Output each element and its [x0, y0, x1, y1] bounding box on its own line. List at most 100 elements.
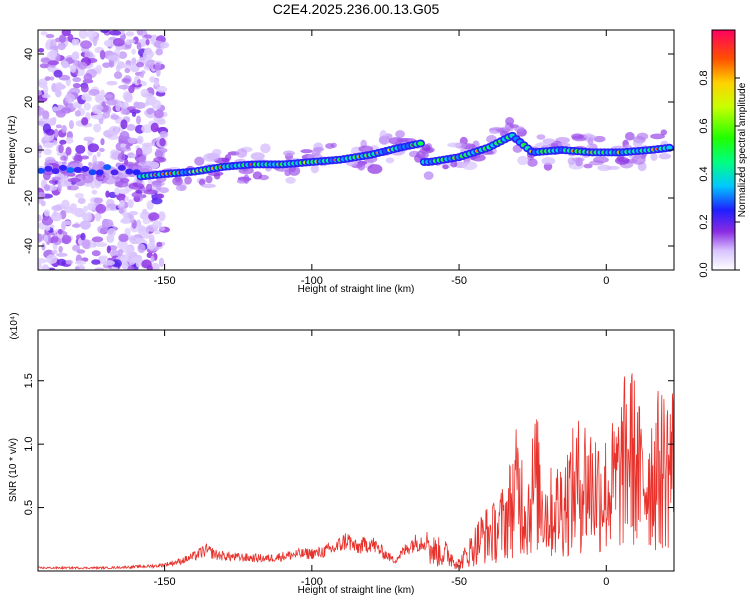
ridge-blob	[81, 165, 90, 172]
noise-blob	[149, 76, 156, 83]
noise-blob	[70, 210, 83, 215]
noise-blob	[103, 39, 112, 47]
noise-blob	[74, 192, 84, 199]
y-tick-label: -40	[23, 238, 35, 254]
halo-blob	[82, 173, 94, 184]
noise-blob	[98, 147, 105, 153]
x-tick-label: -100	[301, 576, 323, 588]
noise-blob	[49, 76, 55, 81]
noise-blob	[88, 88, 100, 96]
ridge-blob	[73, 166, 82, 173]
spectrogram-marks	[38, 30, 674, 270]
noise-blob	[142, 208, 148, 215]
noise-blob	[155, 48, 164, 56]
noise-blob	[122, 64, 132, 69]
noise-blob	[136, 115, 141, 125]
noise-blob	[77, 197, 86, 204]
halo-blob	[198, 178, 206, 186]
noise-blob	[106, 245, 111, 254]
noise-blob	[81, 93, 91, 101]
noise-blob	[136, 42, 142, 51]
noise-blob	[43, 148, 52, 156]
noise-blob	[61, 125, 67, 134]
halo-blob	[145, 183, 153, 192]
halo-blob	[624, 132, 635, 141]
noise-blob	[96, 151, 101, 158]
noise-blob	[41, 264, 50, 270]
halo-blob	[67, 177, 81, 183]
ridge-blob	[38, 167, 45, 174]
noise-blob	[91, 250, 101, 257]
noise-blob	[85, 30, 98, 39]
y-tick-label: 1.5	[23, 373, 35, 388]
noise-blob	[121, 217, 131, 224]
noise-blob	[40, 200, 46, 207]
noise-blob	[38, 258, 48, 264]
noise-blob	[146, 242, 156, 250]
noise-blob	[136, 135, 144, 145]
halo-blob	[462, 161, 478, 171]
noise-blob	[158, 211, 166, 222]
noise-blob	[131, 48, 136, 55]
noise-blob	[79, 220, 91, 230]
noise-blob	[71, 223, 81, 228]
halo-blob	[150, 182, 163, 187]
noise-blob	[126, 124, 136, 131]
noise-blob	[152, 220, 163, 229]
halo-blob	[117, 152, 126, 163]
noise-blob	[55, 124, 62, 129]
colorbar-gradient	[712, 30, 735, 270]
noise-blob	[80, 155, 90, 160]
noise-blob	[136, 61, 145, 68]
ridge-blob	[51, 168, 60, 175]
halo-blob	[194, 156, 205, 166]
noise-blob	[38, 233, 43, 243]
noise-blob	[115, 103, 121, 112]
halo-blob	[636, 132, 649, 141]
noise-blob	[43, 209, 51, 217]
noise-blob	[142, 218, 151, 225]
noise-blob	[92, 241, 97, 248]
noise-blob	[135, 257, 142, 268]
noise-blob	[52, 106, 59, 112]
noise-blob	[143, 34, 152, 39]
snr-x-ticks: -150 -100 -50 0	[154, 330, 609, 588]
halo-blob	[51, 176, 61, 181]
noise-blob	[90, 114, 103, 120]
noise-blob	[83, 102, 91, 111]
snr-frame	[37, 329, 675, 572]
noise-blob	[74, 260, 87, 266]
noise-blob	[41, 215, 54, 226]
halo-blob	[421, 144, 431, 152]
halo-blob	[395, 130, 405, 139]
noise-blob	[117, 248, 124, 255]
halo-blob	[243, 174, 250, 184]
noise-blob	[100, 30, 110, 34]
noise-blob	[41, 94, 51, 99]
halo-blob	[175, 184, 187, 192]
noise-blob	[133, 101, 140, 108]
noise-blob	[125, 143, 131, 150]
spectrogram-x-ticks: -150 -100 -50 0	[154, 30, 609, 287]
noise-blob	[80, 84, 89, 93]
x-tick-label: -50	[451, 275, 467, 287]
noise-blob	[118, 233, 129, 243]
noise-blob	[51, 249, 58, 254]
noise-blob	[145, 38, 150, 46]
halo-blob	[300, 149, 313, 154]
halo-blob	[310, 164, 319, 174]
noise-blob	[87, 202, 96, 211]
ridge-blob	[88, 169, 97, 176]
colorbar-tick-label: 0.2	[698, 214, 710, 229]
noise-blob	[124, 92, 133, 103]
noise-blob	[72, 101, 81, 109]
noise-blob	[122, 212, 128, 218]
noise-blob	[142, 142, 155, 147]
noise-blob	[106, 55, 118, 61]
noise-blob	[143, 47, 152, 55]
noise-blob	[120, 119, 128, 130]
snr-plot: -150 -100 -50 0 0.5 1.0 1.5 Height of straigh…	[8, 312, 675, 596]
halo-blob	[385, 157, 395, 164]
noise-blob	[63, 220, 72, 226]
noise-blob	[38, 153, 42, 159]
